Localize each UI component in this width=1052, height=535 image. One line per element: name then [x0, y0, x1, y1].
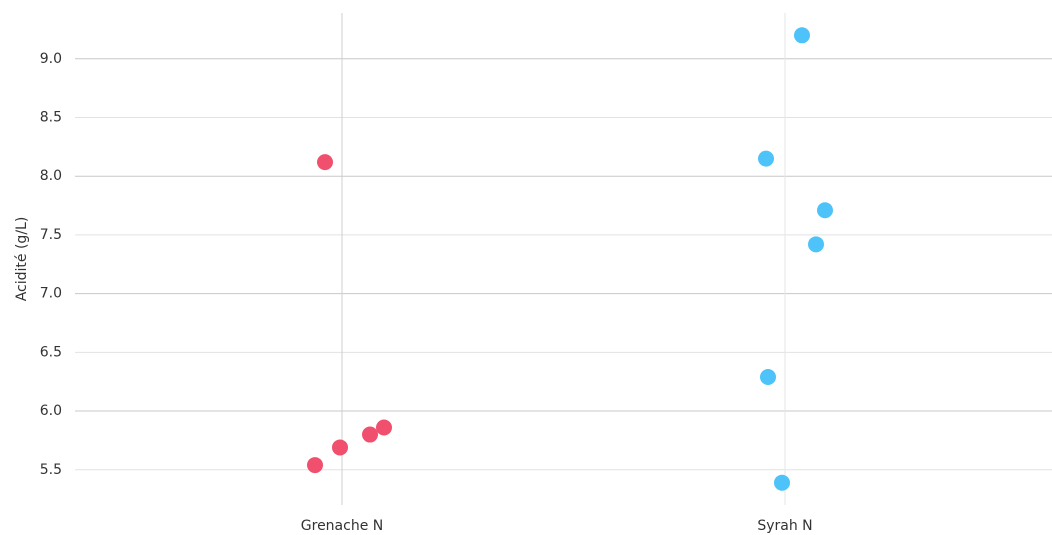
point [760, 369, 776, 386]
point [362, 426, 378, 443]
x-tick-label: Syrah N [757, 518, 812, 534]
y-tick-label: 6.5 [40, 344, 62, 360]
y-tick-label: 8.5 [40, 110, 62, 126]
y-tick-label: 7.5 [40, 227, 62, 243]
x-tick-label: Grenache N [301, 518, 383, 534]
point [332, 439, 348, 456]
point [774, 474, 790, 491]
y-tick-label: 8.0 [40, 168, 62, 184]
point [794, 27, 810, 44]
y-axis-title: Acidité (g/L) [14, 217, 30, 302]
y-tick-label: 5.5 [40, 462, 62, 478]
point [376, 419, 392, 436]
point [817, 202, 833, 219]
y-tick-label: 9.0 [40, 51, 62, 67]
y-tick-label: 7.0 [40, 286, 62, 302]
point [808, 236, 824, 253]
point [307, 457, 323, 474]
point [317, 154, 333, 171]
point [758, 150, 774, 167]
y-tick-label: 6.0 [40, 403, 62, 419]
